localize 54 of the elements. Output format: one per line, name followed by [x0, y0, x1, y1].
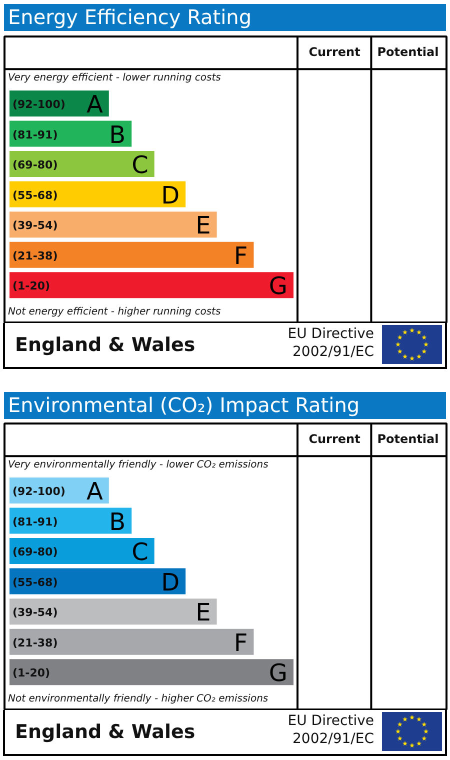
bar [10, 212, 217, 238]
annotation: G [268, 659, 288, 688]
y-tick-label: (1-20) [12, 666, 50, 680]
bar [10, 628, 254, 655]
annotation: C [132, 151, 148, 180]
annotation: G [268, 272, 288, 300]
bar [10, 151, 154, 178]
y-tick-label: (55-68) [12, 576, 58, 589]
annotation: B [109, 120, 126, 149]
text: Very environmentally friendly - lower CO₂ emissions [8, 460, 268, 471]
y-tick-label: (81-91) [12, 515, 58, 528]
bar [10, 659, 294, 686]
bar [10, 598, 217, 625]
bar [10, 272, 294, 298]
y-tick-label: (1-20) [12, 280, 50, 293]
y-tick-label: (69-80) [12, 546, 58, 559]
text: 2002/91/EC [292, 344, 374, 361]
y-tick-label: (92-100) [12, 98, 66, 111]
y-tick-label: (92-100) [12, 485, 66, 498]
text: Current [308, 432, 361, 446]
annotation: D [161, 181, 180, 210]
text: 2002/91/EC [292, 731, 374, 748]
text: Potential [377, 432, 439, 446]
bar [10, 568, 186, 594]
annotation: F [234, 242, 248, 270]
chart-title: Environmental (CO₂) Impact Rating [4, 392, 446, 419]
annotation: E [196, 598, 211, 627]
chart-title: Energy Efficiency Rating [4, 4, 446, 31]
y-tick-label: (39-54) [12, 219, 58, 232]
bar [10, 181, 186, 208]
y-tick-label: (81-91) [12, 128, 58, 142]
annotation: E [196, 212, 211, 240]
annotation: D [161, 568, 180, 596]
y-tick-label: (21-38) [12, 636, 58, 650]
text: Very energy efficient - lower running costs [8, 72, 221, 84]
y-tick-label: (69-80) [12, 158, 58, 172]
annotation: F [234, 628, 248, 657]
text: EU Directive [288, 326, 374, 343]
text: England & Wales [15, 333, 196, 358]
text: England & Wales [15, 720, 196, 745]
annotation: C [132, 538, 148, 566]
text: Potential [377, 44, 439, 59]
text: EU Directive [288, 713, 374, 730]
text: Not energy efficient - higher running costs [8, 306, 221, 318]
y-tick-label: (39-54) [12, 606, 58, 620]
y-tick-label: (55-68) [12, 188, 58, 202]
annotation: B [109, 508, 126, 536]
bar [10, 538, 154, 564]
y-tick-label: (21-38) [12, 249, 58, 262]
text: Current [308, 44, 361, 59]
annotation: A [86, 478, 104, 506]
text: Not environmentally friendly - higher CO₂ emissions [8, 693, 268, 704]
bar [10, 242, 254, 268]
annotation: A [86, 90, 104, 118]
